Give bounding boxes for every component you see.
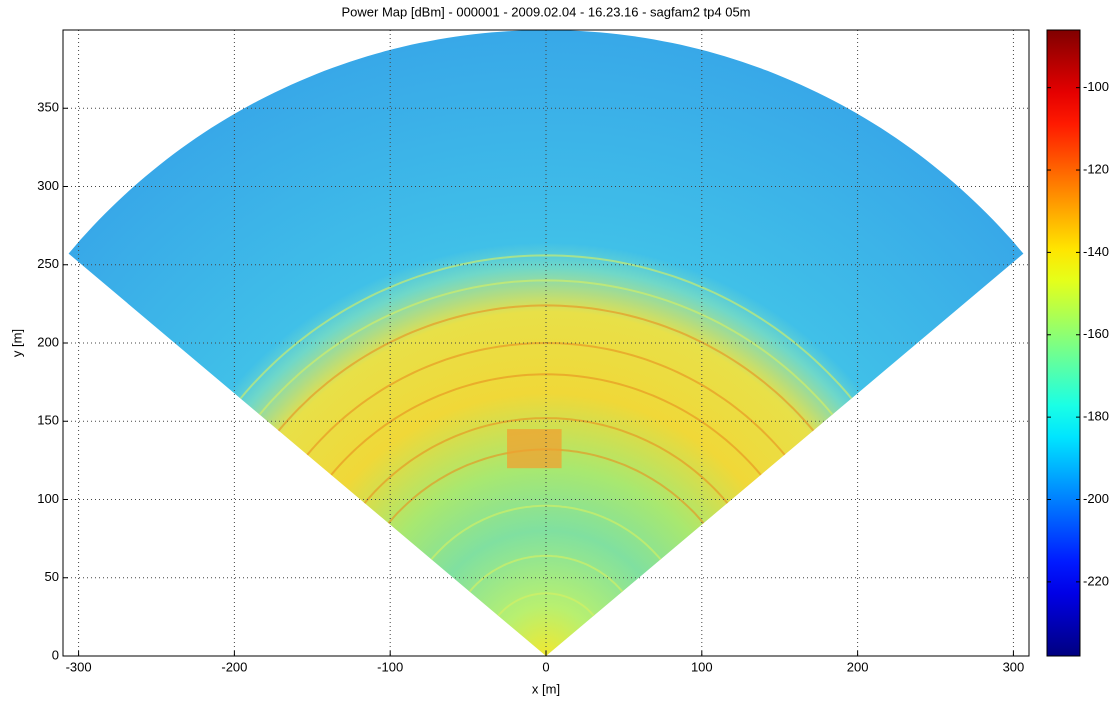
x-tick-label: -200: [221, 659, 247, 674]
range-ring: [258, 279, 834, 416]
range-ring: [497, 592, 595, 617]
colorbar-tick-label: -200: [1083, 491, 1109, 506]
x-tick-label: 0: [542, 659, 549, 674]
range-ring: [239, 254, 853, 400]
chart-title: Power Map [dBm] - 000001 - 2009.02.04 - …: [341, 4, 750, 19]
x-axis-label: x [m]: [532, 681, 560, 696]
x-tick-label: 200: [847, 659, 869, 674]
x-tick-label: -100: [377, 659, 403, 674]
x-tick-label: 300: [1003, 659, 1025, 674]
colorbar-tick-label: -140: [1083, 244, 1109, 259]
y-tick-label: 250: [37, 256, 59, 271]
y-axis-label: y [m]: [9, 329, 24, 357]
colorbar-tick-label: -100: [1083, 79, 1109, 94]
range-ring: [468, 554, 624, 593]
y-tick-label: 0: [52, 647, 59, 662]
colorbar-tick-label: -160: [1083, 326, 1109, 341]
range-ring: [277, 304, 815, 432]
y-tick-label: 350: [37, 100, 59, 115]
colorbar-tick-label: -180: [1083, 409, 1109, 424]
range-ring: [430, 504, 662, 561]
y-tick-label: 50: [45, 569, 59, 584]
x-tick-label: 100: [691, 659, 713, 674]
colorbar-tick-label: -120: [1083, 161, 1109, 176]
y-tick-label: 300: [37, 178, 59, 193]
colorbar: [1046, 29, 1081, 657]
y-tick-label: 100: [37, 491, 59, 506]
target-blob: [507, 429, 562, 469]
y-tick-label: 150: [37, 413, 59, 428]
y-tick-label: 200: [37, 334, 59, 349]
x-tick-label: -300: [66, 659, 92, 674]
colorbar-tick-label: -220: [1083, 573, 1109, 588]
